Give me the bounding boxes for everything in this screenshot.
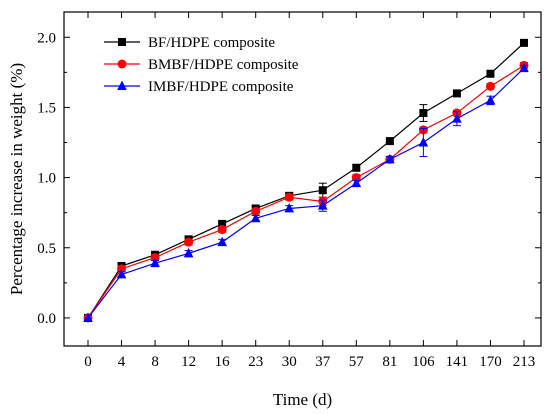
series-layer <box>83 38 529 323</box>
data-point <box>485 94 496 105</box>
data-point <box>284 203 295 213</box>
data-point <box>251 206 261 216</box>
series-line <box>87 42 525 319</box>
legend-marker <box>118 38 126 46</box>
data-point <box>385 153 395 164</box>
x-axis-ticks: 0 4 8 12 16 23 30 37 57 81 106 141 170 213 <box>84 12 535 370</box>
x-tick-label: 12 <box>181 354 196 370</box>
data-point <box>116 268 127 279</box>
legend-label: BMBF/HDPE composite <box>148 57 299 73</box>
data-point <box>217 236 227 247</box>
data-point <box>352 163 361 172</box>
x-tick-label: 4 <box>118 354 126 370</box>
plot-border <box>63 11 542 347</box>
data-point <box>250 212 261 223</box>
legend: BF/HDPE composite BMBF/HDPE composite IMBF… <box>104 35 299 95</box>
x-tick-label: 30 <box>282 354 297 370</box>
data-point <box>284 192 294 202</box>
series-line <box>87 67 525 319</box>
x-tick-label: 16 <box>215 354 231 370</box>
data-point <box>418 137 429 147</box>
x-tick-label: 170 <box>479 354 502 370</box>
x-tick-label: 57 <box>349 354 365 370</box>
data-point <box>351 173 361 183</box>
x-tick-label: 37 <box>315 354 331 370</box>
data-point <box>486 69 495 78</box>
data-point <box>117 264 127 274</box>
x-tick-label: 81 <box>382 354 397 370</box>
data-point <box>419 109 428 118</box>
data-point <box>351 177 362 188</box>
y-axis-title: Percentage increase in weight (%) <box>7 63 26 295</box>
data-point <box>485 81 495 91</box>
data-point <box>217 225 227 235</box>
data-point <box>184 237 194 247</box>
x-tick-label: 106 <box>412 354 435 370</box>
y-tick-label: 0.5 <box>37 241 56 257</box>
series-line <box>87 64 525 319</box>
data-point <box>150 253 160 263</box>
legend-label: BF/HDPE composite <box>148 35 275 51</box>
data-point <box>452 89 461 98</box>
data-point <box>317 200 328 210</box>
legend-marker <box>117 80 127 90</box>
x-tick-label: 213 <box>513 354 536 370</box>
x-axis-title: Time (d) <box>273 390 332 409</box>
legend-marker <box>117 59 127 69</box>
x-tick-label: 0 <box>84 354 92 370</box>
series-circle <box>83 60 529 323</box>
data-point <box>519 62 529 73</box>
y-tick-label: 1.0 <box>37 171 56 187</box>
data-point <box>385 137 394 146</box>
legend-label: IMBF/HDPE composite <box>148 79 294 95</box>
data-point <box>83 312 93 322</box>
y-tick-label: 0.0 <box>37 311 56 327</box>
x-tick-label: 8 <box>151 354 159 370</box>
data-point <box>150 257 160 268</box>
series-triangle <box>83 62 529 322</box>
data-point <box>218 219 227 228</box>
plot-frame <box>63 11 542 347</box>
y-axis-ticks: 0.0 0.5 1.0 1.5 2.0 <box>37 30 541 327</box>
x-tick-label: 141 <box>446 354 469 370</box>
x-tick-label: 23 <box>248 354 263 370</box>
data-point <box>452 113 462 123</box>
data-point <box>520 38 528 47</box>
data-point <box>183 247 194 258</box>
y-tick-label: 1.5 <box>37 100 56 116</box>
data-point <box>318 186 327 195</box>
y-tick-label: 2.0 <box>37 30 56 46</box>
